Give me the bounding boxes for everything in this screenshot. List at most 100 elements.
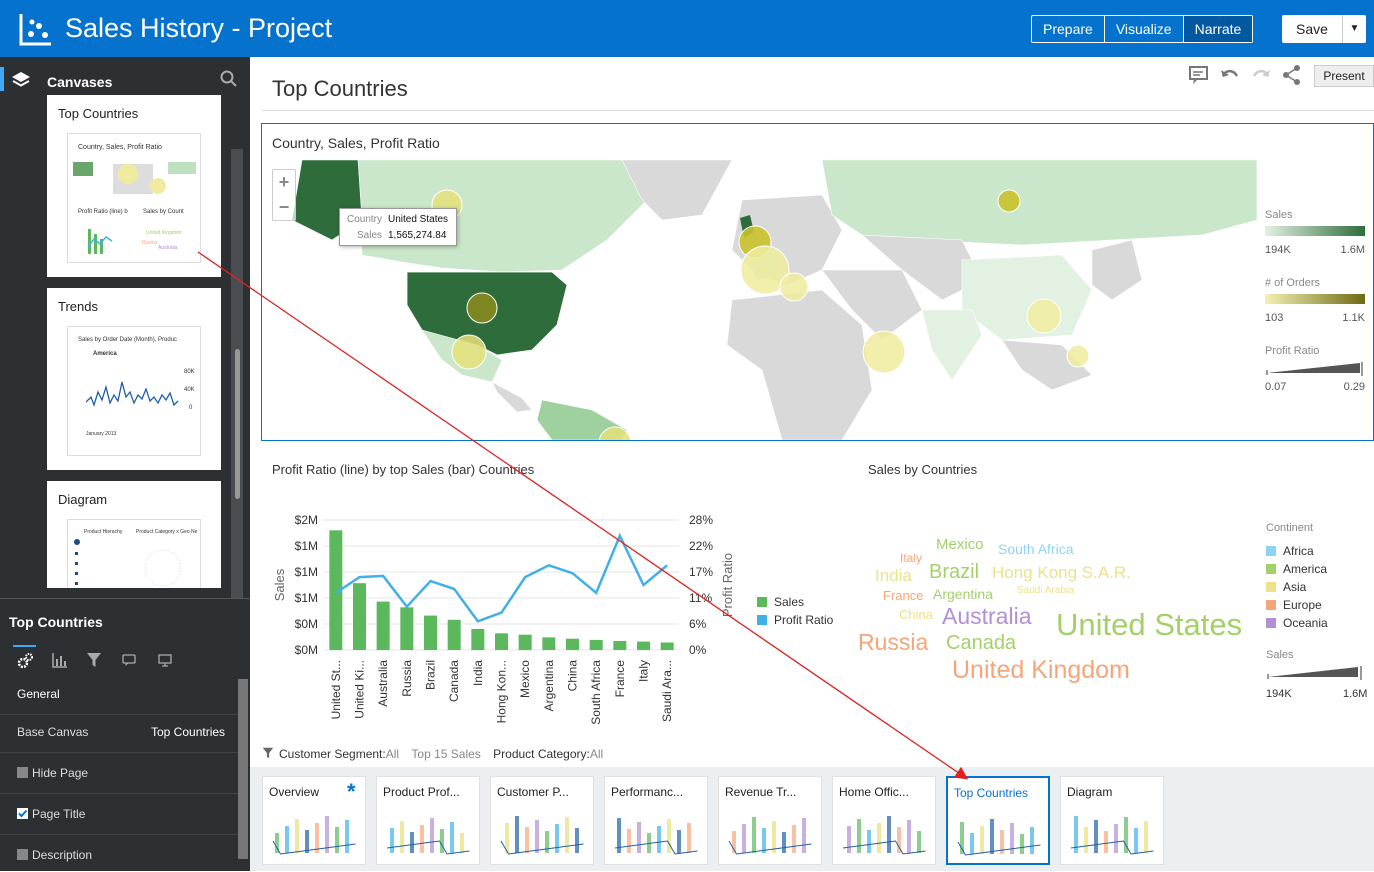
combo-chart-title: Profit Ratio (line) by top Sales (bar) C…: [272, 462, 535, 477]
add-comment-icon[interactable]: [1188, 64, 1210, 86]
canvas-label: Diagram: [58, 492, 108, 507]
thumb-diagram: [74, 539, 182, 587]
visualize-tab[interactable]: Visualize: [1105, 16, 1184, 42]
bar-11: [589, 639, 603, 650]
layers-icon[interactable]: [11, 71, 31, 89]
word-australia[interactable]: Australia: [942, 603, 1032, 629]
word-brazil[interactable]: Brazil: [929, 561, 980, 583]
word-france[interactable]: France: [883, 588, 924, 603]
redo-icon[interactable]: [1250, 64, 1272, 86]
base-canvas-row[interactable]: Base Canvas Top Countries: [0, 712, 238, 753]
canvas-card-top-countries[interactable]: Top Countries Country, Sales, Profit Rat…: [47, 95, 221, 277]
word-india[interactable]: India: [875, 566, 912, 585]
map-bubble-china: [1026, 298, 1062, 334]
bar-3: [400, 607, 414, 650]
legend-orders-gradient: [1265, 294, 1365, 304]
world-map[interactable]: [262, 160, 1257, 440]
story-page-label: Top Countries: [954, 786, 1029, 800]
general-label: General: [17, 687, 60, 701]
thumb-sub: America: [93, 351, 117, 357]
story-page-card[interactable]: Home Offic...: [832, 776, 936, 865]
legend-swatch: [757, 615, 767, 625]
story-page-card[interactable]: Product Prof...: [376, 776, 480, 865]
word-mexico[interactable]: Mexico: [936, 536, 984, 553]
filter-category-value: All: [589, 747, 604, 761]
present-button[interactable]: Present: [1314, 65, 1374, 87]
wc-sales-title: Sales: [1266, 649, 1294, 661]
story-page-card[interactable]: Customer P...: [490, 776, 594, 865]
zoom-in-button[interactable]: +: [278, 172, 290, 192]
story-page-card[interactable]: Performanc...: [604, 776, 708, 865]
story-page-card[interactable]: Revenue Tr...: [718, 776, 822, 865]
legend-orders-title: # of Orders: [1265, 277, 1321, 289]
word-italy[interactable]: Italy: [900, 551, 923, 565]
canvas-card-trends[interactable]: Trends Sales by Order Date (Month), Prod…: [47, 288, 221, 470]
properties-scrollbar[interactable]: [238, 679, 248, 859]
word-hong-kong-s-a-r-[interactable]: Hong Kong S.A.R.: [992, 563, 1131, 582]
word-china[interactable]: China: [899, 607, 933, 622]
continent-legend-title: Continent: [1266, 522, 1314, 534]
map-region-east-asia: [1091, 239, 1143, 301]
save-dropdown-button[interactable]: ▼: [1342, 15, 1366, 43]
map-country-russia: [821, 160, 1257, 246]
word-united-states[interactable]: United States: [1056, 607, 1243, 642]
description-checkbox[interactable]: [17, 849, 28, 860]
map-visualization[interactable]: Country, Sales, Profit Ratio + −: [261, 123, 1374, 441]
sidebar-scroll-thumb[interactable]: [235, 349, 240, 499]
word-south-africa[interactable]: South Africa: [998, 541, 1074, 557]
prepare-tab[interactable]: Prepare: [1032, 16, 1105, 42]
x-tick-label: Italy: [637, 660, 651, 682]
tooltip-value-country: United States: [388, 214, 449, 225]
canvas-divider: [262, 110, 1374, 111]
filter-bar[interactable]: Customer Segment:All Top 15 Sales Produc…: [262, 747, 603, 761]
y-right-tick: 17%: [689, 565, 713, 579]
undo-icon[interactable]: [1219, 64, 1241, 86]
page-title-row[interactable]: Page Title: [0, 794, 238, 835]
save-button[interactable]: Save: [1282, 15, 1342, 43]
wordcloud-title: Sales by Countries: [868, 462, 978, 477]
general-section[interactable]: General: [0, 674, 238, 715]
story-page-thumbnail: [386, 818, 470, 855]
narrate-tab[interactable]: Narrate: [1183, 16, 1253, 42]
filter-icon: [262, 747, 274, 759]
word-argentina[interactable]: Argentina: [933, 586, 993, 602]
y-left-tick: $2M: [295, 513, 318, 527]
story-page-card[interactable]: Overview *: [262, 776, 366, 865]
bar-10: [566, 638, 579, 650]
share-icon[interactable]: [1281, 64, 1303, 86]
comment-icon[interactable]: [121, 652, 137, 668]
search-icon[interactable]: [220, 70, 238, 88]
hide-page-checkbox[interactable]: [17, 767, 28, 778]
word-saudi-arabia[interactable]: Saudi Arabia: [1017, 585, 1074, 596]
bar-5: [447, 619, 461, 650]
word-russia[interactable]: Russia: [858, 629, 929, 655]
map-bubble-italy: [779, 272, 809, 302]
story-page-thumbnail: [500, 816, 584, 855]
filter-segment-key: Customer Segment:: [279, 747, 386, 761]
map-bubble-india: [862, 330, 906, 374]
word-canada[interactable]: Canada: [946, 632, 1017, 654]
description-row[interactable]: Description: [0, 835, 238, 872]
zoom-out-button[interactable]: −: [278, 197, 290, 217]
presentation-icon[interactable]: [157, 652, 173, 668]
y-right-tick: 28%: [689, 513, 713, 527]
gear-icon[interactable]: [16, 652, 34, 670]
story-page-card[interactable]: Diagram: [1060, 776, 1164, 865]
continent-label: Africa: [1283, 544, 1314, 558]
asterisk-icon: *: [347, 779, 356, 804]
canvas-label: Trends: [58, 299, 98, 314]
story-page-card[interactable]: Top Countries: [946, 776, 1050, 865]
canvas-card-diagram[interactable]: Diagram Product Hierachy Product Categor…: [47, 481, 221, 588]
word-united-kingdom[interactable]: United Kingdom: [952, 656, 1130, 684]
filter-icon[interactable]: [87, 652, 101, 668]
hide-page-row[interactable]: Hide Page: [0, 753, 238, 794]
combo-chart[interactable]: $2M 28% $1M 22% $1M 17% $1M 11% $0M 6% $0M 0% Sales P…: [262, 505, 852, 735]
page-title-checkbox[interactable]: [17, 808, 28, 819]
bar-chart-icon[interactable]: [52, 652, 68, 668]
story-page-thumbnail: [728, 817, 812, 855]
wordcloud[interactable]: Mexico South Africa Italy India Brazil Hong K…: [858, 530, 1260, 700]
story-page-label: Performanc...: [611, 785, 684, 799]
story-page-thumbnail: [614, 818, 698, 855]
continent-label: Europe: [1283, 598, 1322, 612]
